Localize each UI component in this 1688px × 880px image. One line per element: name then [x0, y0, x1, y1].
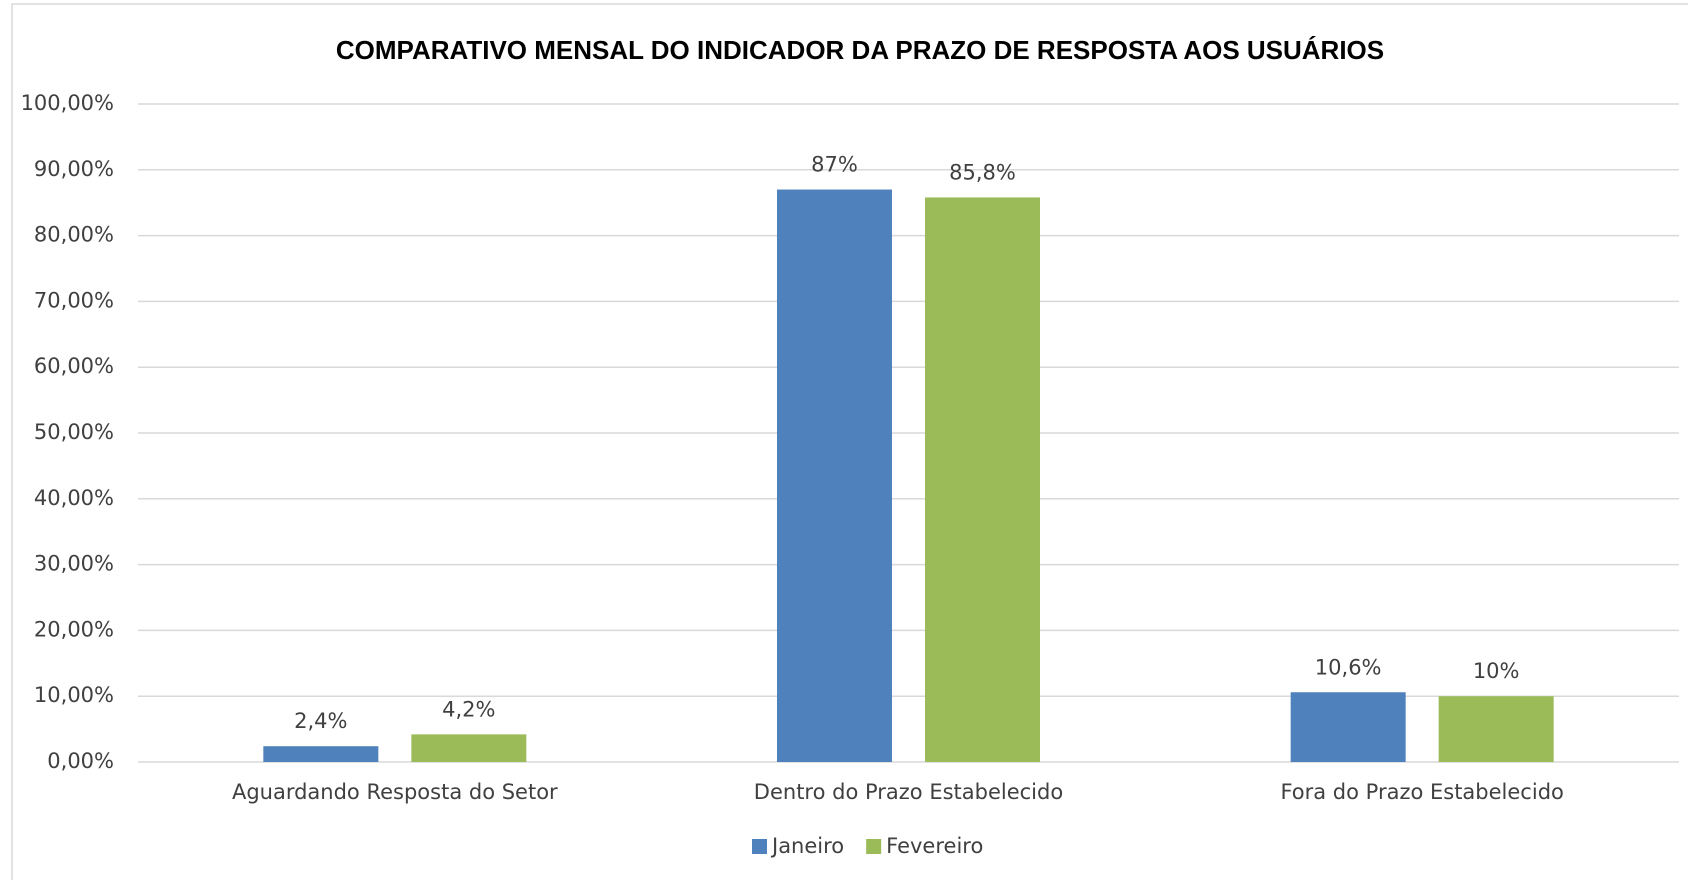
legend-swatch	[752, 839, 767, 854]
data-label: 4,2%	[442, 697, 495, 721]
bar	[411, 734, 527, 762]
bar	[1438, 696, 1554, 762]
bar	[263, 746, 379, 762]
chart-title: COMPARATIVO MENSAL DO INDICADOR DA PRAZO…	[336, 35, 1384, 65]
data-label: 10%	[1473, 659, 1520, 683]
bar	[925, 197, 1040, 762]
bar	[1290, 692, 1406, 762]
y-tick-label: 30,00%	[34, 552, 114, 576]
y-tick-label: 0,00%	[47, 749, 114, 773]
data-label: 10,6%	[1315, 655, 1382, 679]
y-tick-label: 70,00%	[34, 288, 114, 312]
y-tick-label: 60,00%	[34, 354, 114, 378]
legend-swatch	[866, 839, 882, 854]
bar	[777, 189, 892, 763]
y-tick-label: 40,00%	[34, 486, 114, 510]
x-tick-label: Aguardando Resposta do Setor	[232, 780, 558, 804]
x-tick-label: Dentro do Prazo Estabelecido	[754, 780, 1063, 804]
x-tick-label: Fora do Prazo Estabelecido	[1280, 780, 1563, 804]
data-label: 2,4%	[294, 709, 347, 733]
y-tick-label: 10,00%	[34, 683, 114, 707]
data-label: 87%	[811, 153, 858, 177]
y-tick-label: 20,00%	[34, 617, 114, 641]
y-tick-label: 50,00%	[34, 420, 114, 444]
y-tick-label: 90,00%	[34, 157, 114, 181]
legend-label: Janeiro	[770, 834, 844, 858]
y-tick-label: 80,00%	[34, 223, 114, 247]
legend-label: Fevereiro	[886, 834, 983, 858]
y-tick-label: 100,00%	[21, 91, 114, 115]
data-label: 85,8%	[949, 160, 1016, 184]
